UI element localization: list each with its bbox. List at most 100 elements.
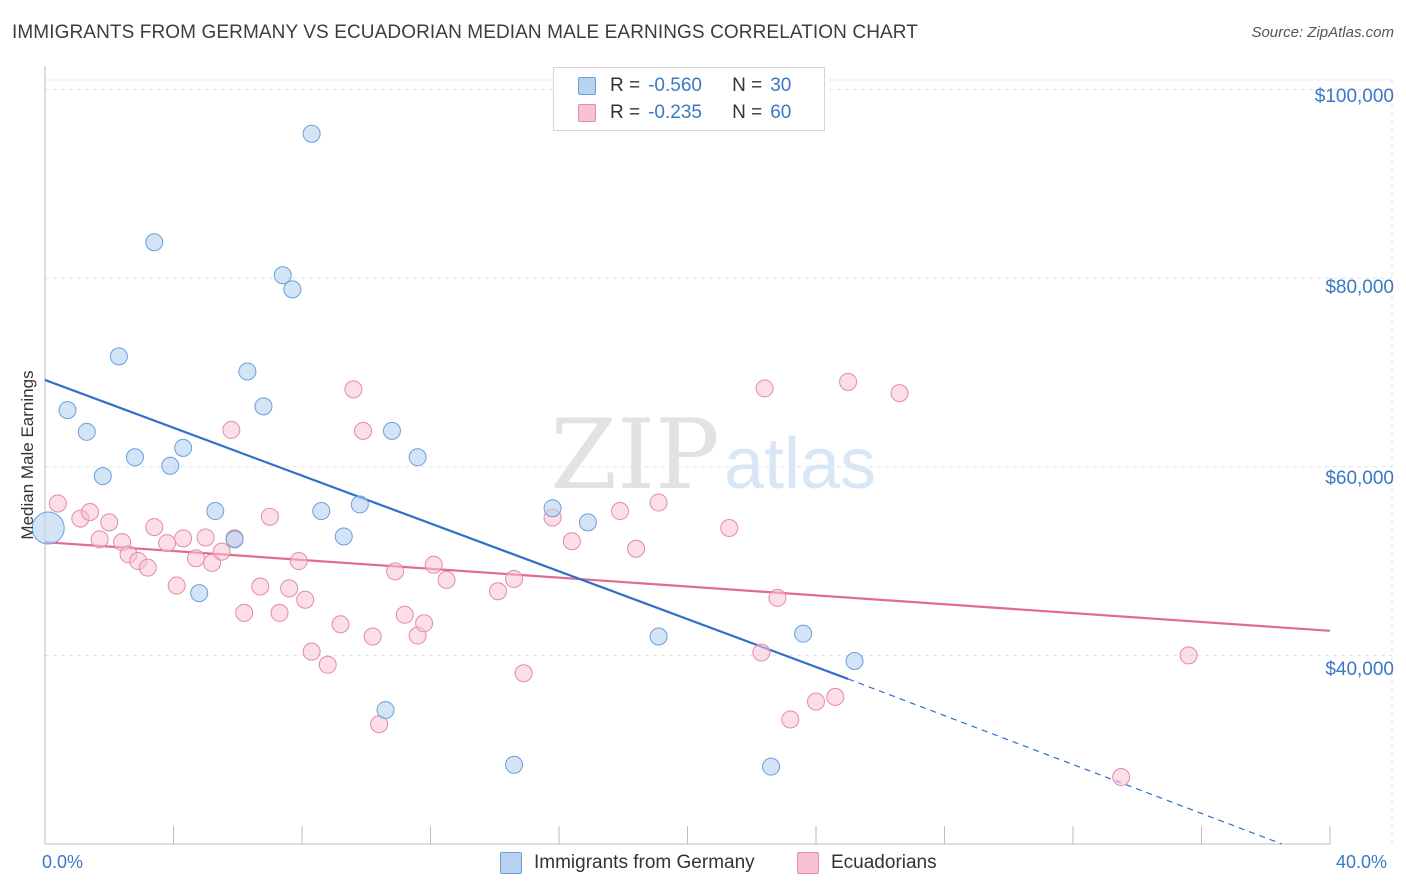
ecuadorians-point	[415, 614, 434, 633]
ecuadorians-point	[90, 530, 109, 549]
ecuadorians-point	[562, 532, 581, 551]
ecuadorians-point	[174, 529, 193, 548]
ecuadorians-point	[222, 420, 241, 439]
germany-point	[408, 448, 427, 467]
ecuadorians-point	[212, 542, 231, 561]
germany-point	[283, 280, 302, 299]
germany-point	[578, 513, 597, 532]
x-tick-label-max: 40.0%	[1336, 852, 1388, 872]
ecuadorians-point	[755, 379, 774, 398]
ecuadorians-points	[48, 372, 1198, 787]
germany-point	[161, 456, 180, 475]
n-value: 30	[770, 75, 792, 96]
germany-point	[334, 527, 353, 546]
correlation-legend: R = -0.560 N = 30 R = -0.235 N = 60	[553, 67, 825, 131]
x-tick-label-min: 0.0%	[42, 852, 84, 872]
n-value: 60	[770, 102, 792, 123]
y-tick-label: $60,000	[1325, 468, 1394, 489]
chart-title: IMMIGRANTS FROM GERMANY VS ECUADORIAN ME…	[12, 22, 918, 43]
ecuadorians-point	[196, 528, 215, 547]
germany-legend-icon	[500, 852, 522, 874]
germany-point	[794, 624, 813, 643]
ecuadorians-point	[514, 664, 533, 683]
germany-swatch-icon	[578, 77, 596, 95]
germany-point	[649, 627, 668, 646]
ecuadorians-point	[437, 570, 456, 589]
germany-point	[845, 652, 864, 671]
ecuadorians-point	[280, 579, 299, 598]
ecuadorians-point	[839, 372, 858, 391]
ecuadorians-point	[302, 642, 321, 661]
legend-row-germany: R = -0.560 N = 30	[578, 74, 791, 98]
ecuadorians-point	[80, 502, 99, 521]
germany-point	[273, 266, 292, 285]
ecuadorians-point	[251, 577, 270, 596]
ecuadorians-trend-line	[44, 541, 1331, 632]
germany-point	[382, 421, 401, 440]
germany-point	[125, 448, 144, 467]
n-label: N =	[732, 102, 763, 123]
germany-point	[225, 530, 244, 549]
legend-item-germany[interactable]: Immigrants from Germany	[500, 852, 755, 874]
ecuadorians-point	[627, 539, 646, 558]
y-tick-label: $80,000	[1325, 277, 1394, 298]
germany-point	[31, 511, 65, 545]
watermark: ZIP atlas	[550, 399, 876, 511]
ecuadorians-point	[363, 627, 382, 646]
ecuadorians-point	[1112, 768, 1131, 787]
germany-point	[58, 401, 77, 420]
ecuadorians-point	[158, 534, 177, 553]
germany-point	[350, 495, 369, 514]
germany-point	[312, 502, 331, 521]
ecuadorians-point	[289, 552, 308, 571]
ecuadorians-point	[768, 588, 787, 607]
ecuadorians-point	[48, 494, 67, 513]
legend-label-germany: Immigrants from Germany	[534, 852, 755, 873]
legend-row-ecuadorians: R = -0.235 N = 60	[578, 101, 791, 125]
germany-point	[543, 499, 562, 518]
germany-point	[206, 502, 225, 521]
germany-point	[77, 422, 96, 441]
y-tick-label: $40,000	[1325, 659, 1394, 680]
ecuadorians-point	[807, 692, 825, 711]
ecuadorians-point	[270, 603, 289, 622]
r-label: R =	[610, 102, 641, 123]
germany-point	[762, 757, 781, 776]
ecuadorians-point	[186, 549, 205, 568]
germany-point	[93, 467, 112, 486]
germany-points	[31, 124, 864, 776]
germany-point	[254, 397, 273, 416]
ecuadorians-point	[395, 605, 414, 624]
ecuadorians-point	[1179, 646, 1198, 665]
ecuadorians-point	[318, 655, 337, 674]
r-value: -0.560	[648, 75, 702, 96]
r-label: R =	[610, 75, 641, 96]
ecuadorians-point	[354, 421, 373, 440]
legend-item-ecuadorians[interactable]: Ecuadorians	[797, 852, 937, 874]
ecuadorians-point	[505, 569, 524, 588]
germany-point	[145, 233, 164, 252]
ecuadorians-point	[344, 380, 363, 399]
ecuadorians-point	[488, 582, 507, 601]
ecuadorians-point	[235, 603, 254, 622]
ecuadorians-legend-icon	[797, 852, 819, 874]
legend-label-ecuadorians: Ecuadorians	[831, 852, 937, 873]
r-value: -0.235	[648, 102, 702, 123]
ecuadorians-point	[890, 384, 909, 403]
germany-trend-line	[44, 378, 849, 680]
source-label: Source: ZipAtlas.com	[1251, 24, 1394, 41]
y-tick-label: $100,000	[1314, 86, 1394, 107]
germany-point	[505, 755, 524, 774]
axes	[44, 66, 1331, 845]
ecuadorians-swatch-icon	[578, 104, 596, 122]
germany-point	[376, 701, 395, 720]
ecuadorians-point	[145, 518, 164, 537]
germany-trend-extension	[847, 678, 1283, 845]
ecuadorians-point	[720, 519, 739, 538]
germany-point	[302, 124, 321, 143]
germany-point	[174, 438, 193, 457]
ecuadorians-point	[826, 687, 845, 706]
ecuadorians-point	[260, 507, 279, 526]
ecuadorians-point	[752, 643, 771, 662]
